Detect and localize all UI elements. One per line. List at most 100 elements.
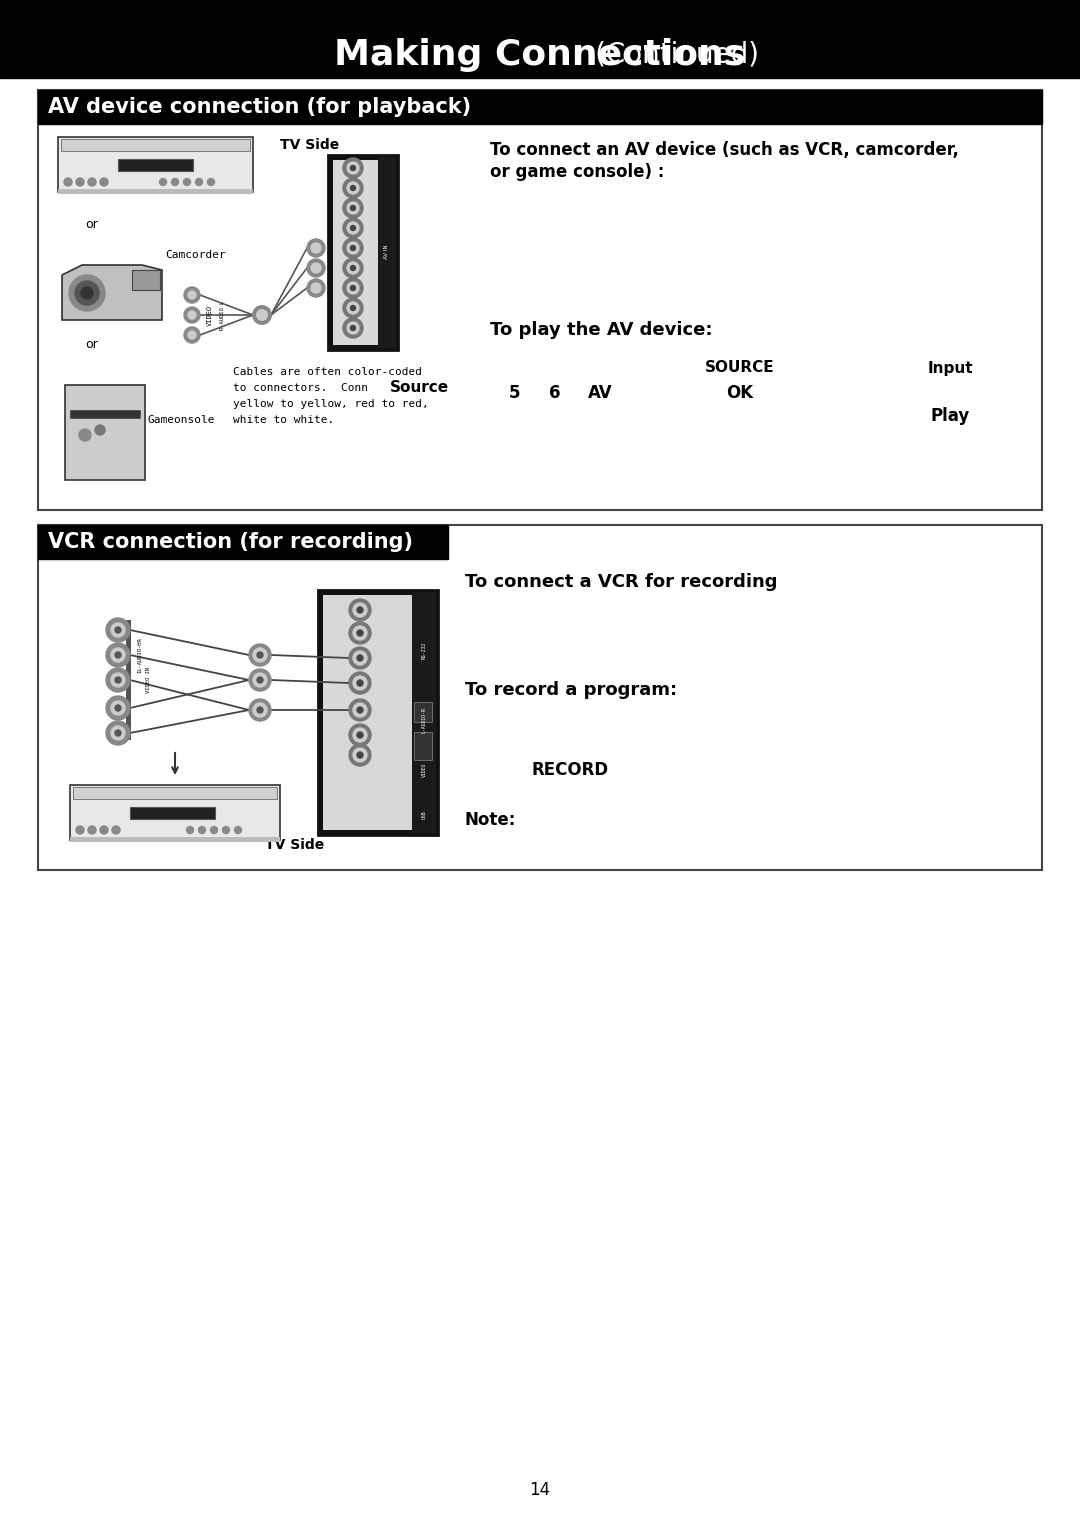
Bar: [378, 157, 396, 348]
Circle shape: [111, 701, 125, 715]
Text: Cables are often color-coded: Cables are often color-coded: [233, 366, 422, 377]
Circle shape: [343, 298, 363, 318]
Circle shape: [114, 705, 121, 712]
Circle shape: [100, 179, 108, 186]
Circle shape: [211, 826, 217, 834]
Circle shape: [357, 631, 363, 637]
Circle shape: [112, 826, 120, 834]
Circle shape: [357, 608, 363, 612]
Text: Making Connections: Making Connections: [335, 38, 745, 72]
Bar: [411, 592, 436, 834]
Bar: [0, 0, 1080, 78]
Text: AV IN: AV IN: [384, 244, 390, 260]
Circle shape: [353, 651, 367, 664]
Bar: [328, 156, 399, 350]
Bar: [318, 589, 438, 835]
Circle shape: [351, 206, 355, 211]
Bar: [38, 525, 1042, 870]
Circle shape: [114, 676, 121, 683]
Text: Source: Source: [390, 380, 449, 395]
Circle shape: [343, 199, 363, 218]
Circle shape: [249, 699, 271, 721]
Circle shape: [357, 680, 363, 686]
Circle shape: [76, 179, 84, 186]
Circle shape: [347, 221, 359, 234]
Circle shape: [234, 826, 242, 834]
Text: Input: Input: [928, 360, 973, 376]
Circle shape: [347, 322, 359, 334]
Bar: [132, 270, 160, 290]
Bar: [70, 785, 280, 840]
Circle shape: [353, 626, 367, 640]
Circle shape: [69, 275, 105, 312]
Circle shape: [353, 728, 367, 742]
Text: To connect an AV device (such as VCR, camcorder,: To connect an AV device (such as VCR, ca…: [490, 140, 959, 159]
Circle shape: [111, 725, 125, 741]
Circle shape: [347, 282, 359, 295]
Circle shape: [253, 702, 267, 718]
Bar: [414, 731, 432, 760]
Circle shape: [75, 281, 99, 305]
Circle shape: [357, 731, 363, 738]
Circle shape: [257, 310, 267, 321]
Circle shape: [81, 287, 93, 299]
Bar: [38, 90, 1042, 124]
Text: RECORD: RECORD: [531, 760, 608, 779]
Circle shape: [106, 696, 130, 721]
Circle shape: [111, 673, 125, 687]
Circle shape: [106, 643, 130, 667]
Text: 5: 5: [510, 383, 521, 402]
Bar: [414, 702, 432, 722]
Text: or: or: [85, 218, 98, 232]
Circle shape: [106, 721, 130, 745]
Circle shape: [349, 724, 372, 747]
Circle shape: [106, 618, 130, 641]
Text: to connectors.  Conn: to connectors. Conn: [233, 383, 368, 392]
Bar: [38, 525, 448, 559]
Text: or game console) :: or game console) :: [490, 163, 664, 182]
Circle shape: [87, 179, 96, 186]
Text: 14: 14: [529, 1481, 551, 1500]
Bar: [126, 620, 131, 741]
Circle shape: [351, 286, 355, 290]
Circle shape: [257, 310, 267, 321]
Circle shape: [351, 246, 355, 250]
Text: VIDEO IN: VIDEO IN: [146, 667, 150, 693]
Text: yellow to yellow, red to red,: yellow to yellow, red to red,: [233, 399, 429, 409]
Circle shape: [249, 644, 271, 666]
Text: AV device connection (for playback): AV device connection (for playback): [48, 98, 471, 118]
Bar: [60, 139, 249, 151]
Circle shape: [160, 179, 166, 185]
Text: VIDEO: VIDEO: [207, 304, 213, 325]
Circle shape: [357, 751, 363, 757]
Polygon shape: [62, 266, 162, 321]
Text: TV Side: TV Side: [281, 137, 339, 153]
Circle shape: [343, 278, 363, 298]
Text: To play the AV device:: To play the AV device:: [490, 321, 713, 339]
Circle shape: [100, 826, 108, 834]
Text: L-AUDIO-R: L-AUDIO-R: [421, 707, 427, 733]
Circle shape: [347, 182, 359, 194]
Circle shape: [343, 258, 363, 278]
Circle shape: [188, 292, 195, 299]
Bar: [73, 786, 276, 799]
Circle shape: [172, 179, 178, 185]
Circle shape: [184, 327, 200, 344]
Circle shape: [351, 325, 355, 330]
Text: OK: OK: [727, 383, 754, 402]
Circle shape: [343, 179, 363, 199]
Text: R-AUDIO L: R-AUDIO L: [219, 301, 225, 330]
Circle shape: [357, 655, 363, 661]
Circle shape: [257, 652, 264, 658]
Text: To connect a VCR for recording: To connect a VCR for recording: [465, 573, 778, 591]
Text: white to white.: white to white.: [233, 415, 334, 425]
Circle shape: [253, 647, 267, 663]
Circle shape: [357, 707, 363, 713]
Text: (Continued): (Continued): [321, 41, 759, 69]
Bar: [38, 90, 1042, 510]
Circle shape: [257, 310, 267, 321]
Bar: [58, 137, 253, 192]
Circle shape: [257, 707, 264, 713]
Bar: [65, 385, 145, 479]
Text: IL-AUDIO-HR: IL-AUDIO-HR: [137, 637, 143, 673]
